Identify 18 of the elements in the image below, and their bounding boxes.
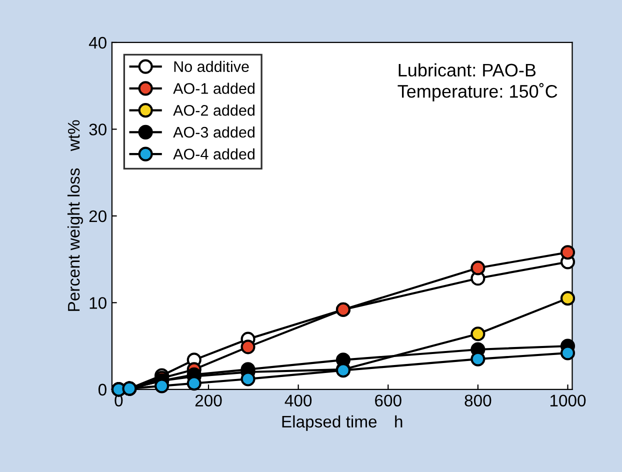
y-tick-label: 0 <box>98 384 106 396</box>
y-tick-label: 40 <box>88 36 106 49</box>
x-tick-label: 800 <box>464 394 492 407</box>
x-tick-label: 600 <box>375 394 402 407</box>
x-axis-title: Elapsed time h <box>282 415 402 431</box>
y-tick-label: 30 <box>89 124 106 136</box>
annotation: Lubricant: PAO-B Temperature: 150˚C <box>398 63 558 102</box>
x-tick-label: 400 <box>284 394 312 407</box>
x-tick-label: 200 <box>195 394 222 407</box>
legend-label: AO-1 added <box>173 82 254 94</box>
legend-label: AO-3 added <box>173 126 254 138</box>
x-tick-label: 1000 <box>550 394 586 407</box>
legend-label: AO-4 added <box>173 148 254 160</box>
legend-label: AO-2 added <box>173 104 254 116</box>
y-tick-label: 20 <box>89 210 106 222</box>
y-axis-title: Percent weight loss wt% <box>67 120 84 311</box>
y-tick-label: 10 <box>90 297 106 309</box>
legend-label: No additive <box>174 60 249 72</box>
